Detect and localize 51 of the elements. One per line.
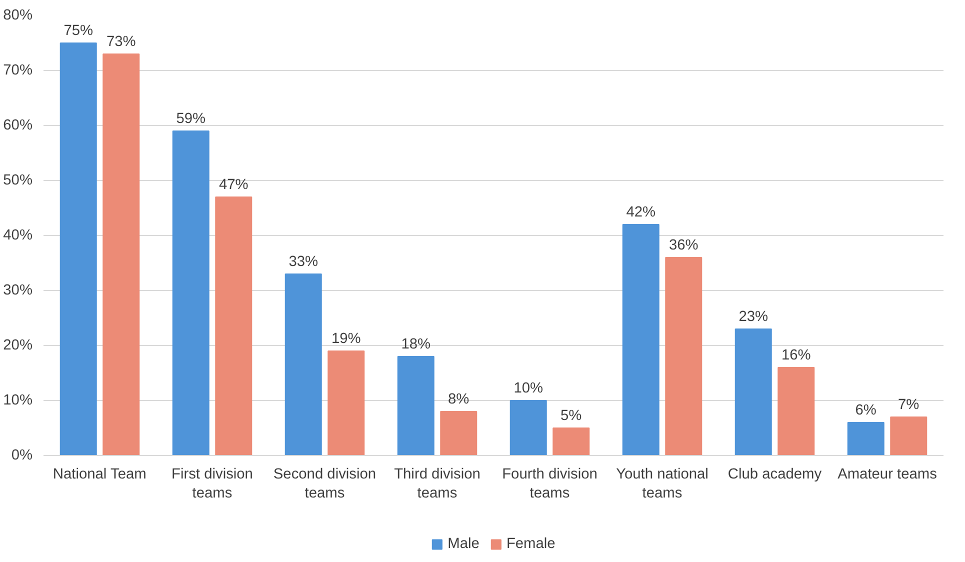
data-label: 73% bbox=[106, 34, 136, 50]
y-tick-label: 30% bbox=[3, 282, 33, 298]
bar bbox=[60, 42, 97, 456]
data-label: 47% bbox=[218, 177, 248, 193]
bar bbox=[328, 350, 365, 456]
bar bbox=[665, 257, 702, 456]
bar bbox=[510, 400, 547, 456]
y-tick-label: 70% bbox=[3, 62, 33, 78]
x-tick-label: Club academy bbox=[728, 466, 822, 482]
x-tick-label: Youth national teams bbox=[616, 466, 708, 502]
x-tick-label: Second division teams bbox=[273, 466, 376, 502]
bar bbox=[102, 54, 140, 456]
data-label: 7% bbox=[898, 397, 920, 413]
y-tick-label: 20% bbox=[3, 338, 33, 354]
data-label: 16% bbox=[781, 348, 811, 364]
bar bbox=[890, 416, 928, 456]
bar bbox=[734, 328, 772, 456]
data-label: 10% bbox=[514, 380, 544, 396]
data-label: 33% bbox=[288, 254, 318, 270]
bar bbox=[172, 130, 210, 456]
bar bbox=[622, 224, 660, 456]
bar bbox=[552, 428, 590, 456]
bar bbox=[778, 367, 815, 456]
x-tick-label: National Team bbox=[52, 466, 146, 482]
y-tick-label: 40% bbox=[3, 228, 33, 244]
data-label: 42% bbox=[626, 204, 656, 220]
bar bbox=[847, 422, 884, 456]
data-label: 59% bbox=[176, 111, 206, 127]
x-tick-label: First division teams bbox=[172, 466, 253, 502]
data-label: 5% bbox=[560, 408, 582, 424]
legend-label: Female bbox=[506, 536, 556, 552]
data-label: 18% bbox=[401, 336, 431, 352]
data-label: 75% bbox=[64, 23, 94, 39]
data-label: 36% bbox=[668, 238, 698, 254]
data-label: 8% bbox=[448, 392, 470, 408]
x-tick-label: Third division teams bbox=[394, 466, 480, 502]
x-tick-label: Amateur teams bbox=[838, 466, 937, 482]
bar bbox=[440, 411, 478, 456]
data-label: 23% bbox=[738, 309, 768, 325]
data-label: 19% bbox=[331, 331, 361, 347]
y-tick-label: 10% bbox=[3, 392, 33, 408]
bar bbox=[284, 274, 322, 456]
y-tick-label: 0% bbox=[11, 448, 33, 464]
y-tick-label: 50% bbox=[3, 172, 33, 188]
y-tick-label: 60% bbox=[3, 118, 33, 134]
x-tick-label: Fourth division teams bbox=[502, 466, 598, 502]
data-label: 6% bbox=[855, 402, 876, 418]
y-tick-label: 80% bbox=[3, 8, 33, 24]
legend-label: Male bbox=[448, 536, 480, 552]
bar bbox=[397, 356, 434, 456]
bar bbox=[215, 196, 252, 456]
